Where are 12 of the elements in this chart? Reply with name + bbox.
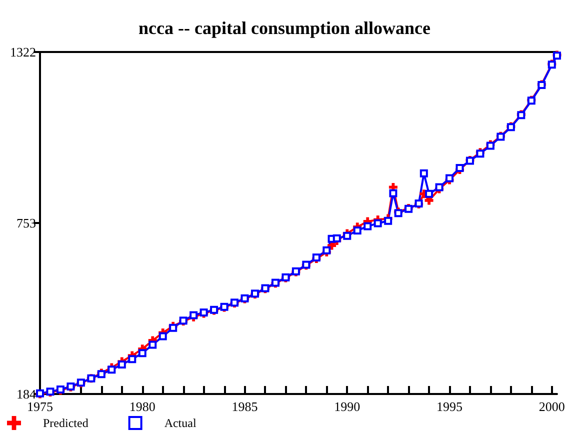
x-tick-label: 1980 [129,399,156,414]
chart-title: ncca -- capital consumption allowance [138,18,430,38]
y-tick-label: 1322 [10,44,36,60]
x-tick-label: 2000 [538,399,565,414]
legend-label: Actual [164,416,197,430]
x-tick-label: 1985 [232,399,258,414]
x-tick-label: 1995 [436,399,463,414]
y-tick-label: 753 [16,216,36,230]
x-tick-label: 1975 [27,399,53,414]
x-tick-label: 1990 [334,399,360,414]
y-tick-label: 184 [16,386,36,402]
legend-label: Predicted [43,416,88,430]
